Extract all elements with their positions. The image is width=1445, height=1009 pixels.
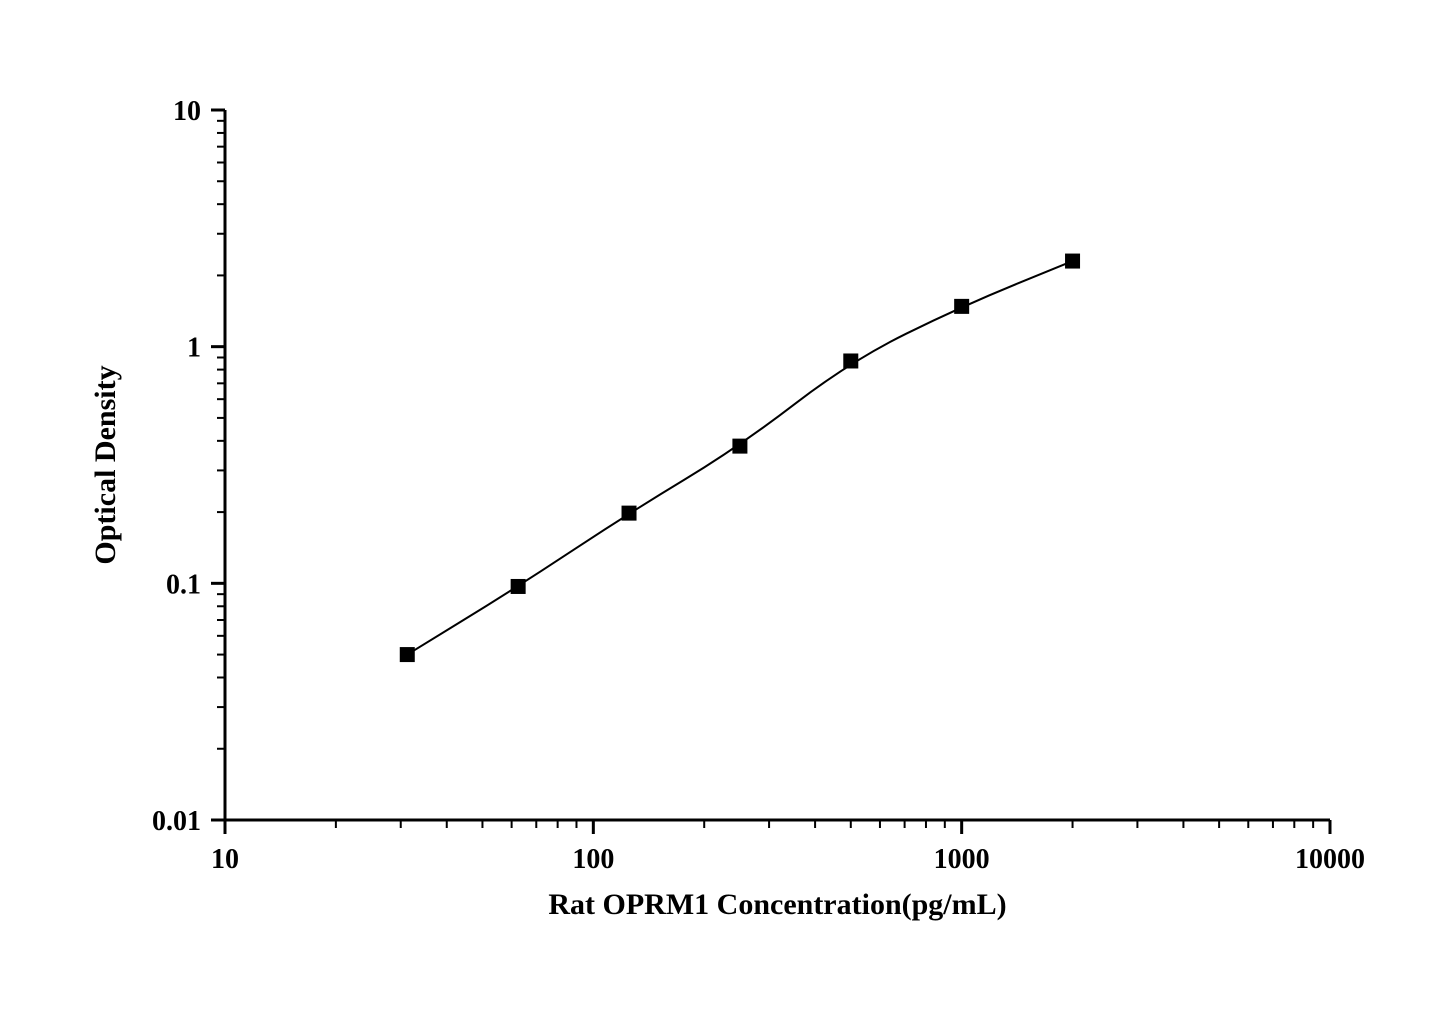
- x-tick-label: 10: [211, 844, 239, 875]
- series-marker: [400, 648, 414, 662]
- y-tick-label: 10: [173, 96, 201, 127]
- y-axis-label: Optical Density: [89, 365, 122, 564]
- series-marker: [955, 299, 969, 313]
- x-axis-label: Rat OPRM1 Concentration(pg/mL): [548, 888, 1006, 921]
- x-tick-label: 100: [572, 844, 614, 875]
- series-marker: [622, 506, 636, 520]
- chart-container: 10 100 1000 10000 0.01 0.1 1 10 Rat OPRM1 Concen…: [0, 0, 1445, 1009]
- series-marker: [844, 354, 858, 368]
- y-tick-label: 0.1: [166, 569, 201, 600]
- x-tick-label: 1000: [934, 844, 990, 875]
- y-tick-label: 0.01: [152, 806, 201, 837]
- y-tick-label: 1: [187, 333, 201, 364]
- series-line: [407, 261, 1072, 655]
- x-tick-label: 10000: [1295, 844, 1365, 875]
- series-marker: [511, 579, 525, 593]
- series-marker: [733, 439, 747, 453]
- series-marker: [1066, 254, 1080, 268]
- chart-svg: 10 100 1000 10000 0.01 0.1 1 10 Rat OPRM1 Concen…: [0, 0, 1445, 1009]
